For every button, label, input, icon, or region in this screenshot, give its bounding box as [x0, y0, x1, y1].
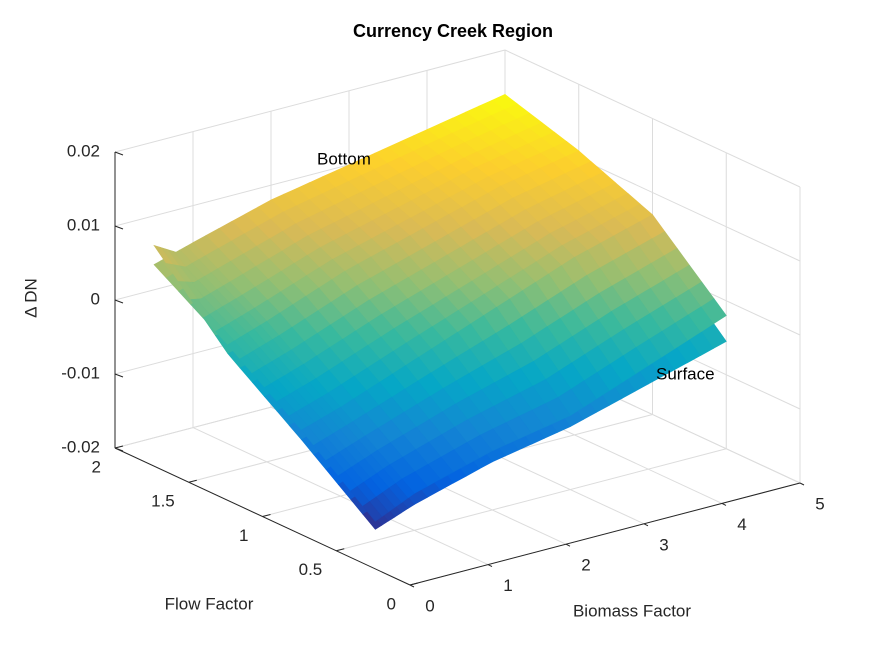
x-tick-label: 1	[503, 576, 512, 595]
y-tick	[188, 479, 197, 483]
grid-line	[336, 448, 727, 552]
z-tick-label: -0.02	[61, 437, 100, 456]
z-tick-label: 0.02	[67, 141, 100, 160]
z-tick	[114, 151, 124, 156]
y-tick-label: 1	[239, 526, 248, 545]
z-tick	[114, 373, 124, 378]
y-tick	[114, 445, 124, 449]
x-tick	[721, 502, 727, 506]
series-label: Bottom	[317, 149, 371, 168]
series-label: Surface	[656, 364, 715, 383]
y-tick-label: 2	[92, 457, 101, 476]
grid-line	[504, 49, 801, 188]
x-tick	[799, 482, 805, 486]
z-tick	[114, 225, 124, 230]
x-tick-label: 2	[581, 556, 590, 575]
z-axis-label: Δ DN	[21, 278, 40, 318]
z-tick-label: -0.01	[61, 363, 100, 382]
y-tick-label: 0	[387, 594, 396, 613]
x-axis-label: Biomass Factor	[573, 601, 691, 620]
x-tick-label: 4	[737, 515, 746, 534]
z-tick-label: 0.01	[67, 215, 100, 234]
x-tick-label: 5	[815, 494, 824, 513]
x-axis	[409, 482, 801, 586]
y-tick	[262, 514, 271, 517]
x-tick-label: 3	[659, 535, 668, 554]
z-tick-label: 0	[91, 289, 100, 308]
x-tick-label: 0	[425, 596, 434, 615]
grid-line	[114, 49, 506, 153]
z-tick	[114, 299, 124, 304]
x-tick	[643, 523, 649, 527]
chart-title: Currency Creek Region	[353, 21, 553, 41]
y-tick	[336, 548, 345, 552]
y-tick-label: 1.5	[151, 492, 175, 511]
surface-patch	[362, 501, 383, 522]
x-tick	[487, 564, 493, 568]
x-tick	[565, 543, 571, 547]
y-tick-label: 0.5	[299, 560, 323, 579]
y-tick	[409, 582, 419, 586]
y-axis-label: Flow Factor	[165, 594, 254, 613]
z-tick	[114, 447, 124, 452]
